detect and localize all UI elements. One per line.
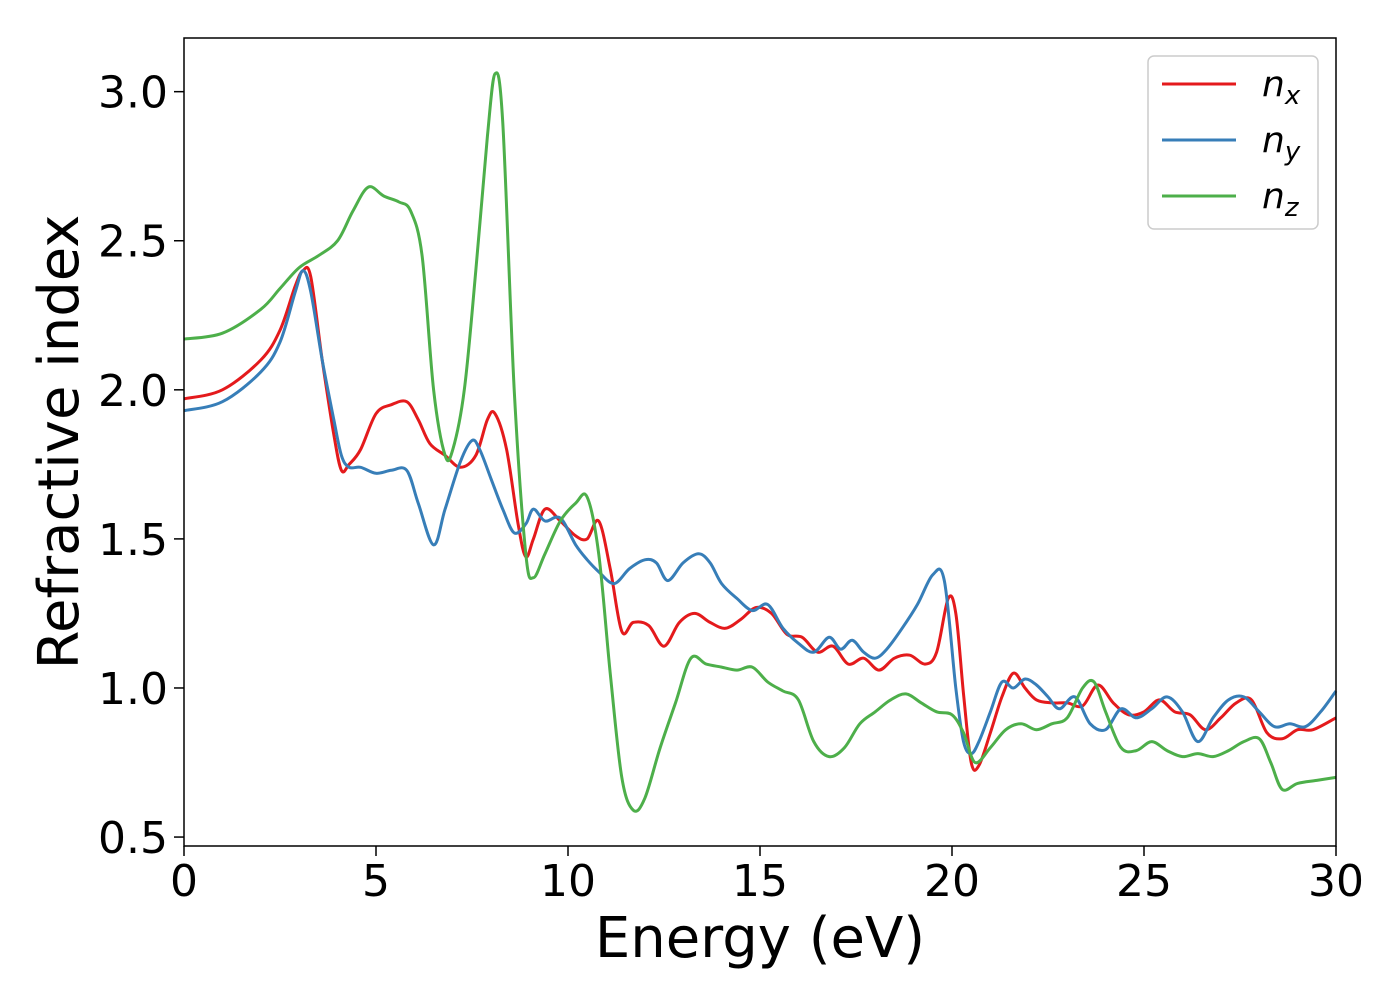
y-tick-label: 1.5 <box>98 515 168 566</box>
series-layer <box>183 71 1338 813</box>
legend-label-y: ny <box>1262 120 1301 167</box>
y-tick-label: 3.0 <box>98 68 168 119</box>
series-line-z <box>183 71 1337 813</box>
y-axis-label: Refractive index <box>27 215 92 670</box>
x-tick-label: 25 <box>1116 856 1172 907</box>
series-line-y <box>183 269 1338 756</box>
y-tick-label: 2.0 <box>98 366 168 417</box>
x-tick-label: 15 <box>732 856 788 907</box>
series-line-x <box>183 265 1337 772</box>
y-tick-label: 0.5 <box>98 813 168 864</box>
y-tick-label: 2.5 <box>98 217 168 268</box>
x-axis-label: Energy (eV) <box>595 906 925 971</box>
x-tick-label: 30 <box>1308 856 1364 907</box>
legend-box <box>1147 55 1319 230</box>
x-tick-label: 20 <box>924 856 980 907</box>
x-tick-label: 5 <box>362 856 390 907</box>
ticks-layer: 0 5 10 15 20 25 30 0.5 1.0 1.5 2.0 2.5 3.0 <box>98 68 1364 907</box>
legend-label-x: nx <box>1262 64 1301 111</box>
legend-label-z: nz <box>1262 176 1300 223</box>
legend: nx ny nz <box>1147 55 1319 230</box>
x-tick-label: 10 <box>540 856 596 907</box>
x-tick-label: 0 <box>170 856 198 907</box>
y-tick-label: 1.0 <box>98 664 168 715</box>
